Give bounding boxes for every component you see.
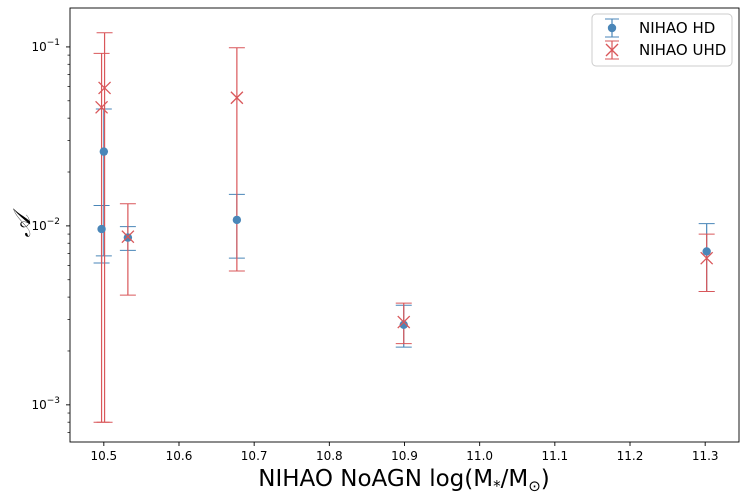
data-point-uhd xyxy=(98,81,112,95)
legend-box xyxy=(591,13,733,67)
data-point-uhd xyxy=(230,91,244,105)
data-point-hd xyxy=(399,320,408,330)
data-point-hd xyxy=(99,147,109,156)
x-tick-label: 11.2 xyxy=(617,449,644,463)
data-point-uhd xyxy=(95,100,109,114)
x-tick-label: 10.7 xyxy=(241,449,268,463)
error-bars xyxy=(93,32,715,423)
x-tick-label: 10.5 xyxy=(90,449,117,463)
x-tick-label: 11.0 xyxy=(466,449,493,463)
legend-uhd-symbol xyxy=(605,40,619,60)
y-axis-label: 𝒜 xyxy=(8,207,36,237)
data-point-hd xyxy=(702,247,711,256)
legend-hd-label: NIHAO HD xyxy=(639,19,715,37)
x-tick-label: 11.3 xyxy=(692,449,719,463)
y-tick-label: 10−3 xyxy=(31,396,60,412)
x-tick-label: 10.8 xyxy=(316,449,343,463)
x-tick-label: 10.6 xyxy=(166,449,193,463)
data-point-hd xyxy=(232,215,242,225)
y-tick-label: 10−1 xyxy=(31,38,60,54)
y-tick-label: 10−2 xyxy=(31,217,60,233)
x-axis: 10.5 10.6 10.7 10.8 10.9 11.0 11.1 11.2 11.3 xyxy=(90,442,719,463)
legend-uhd-label: NIHAO UHD xyxy=(639,41,726,59)
x-tick-label: 11.1 xyxy=(541,449,568,463)
y-axis: 10−3 10−2 10−1 xyxy=(31,38,70,433)
x-axis-label: NIHAO NoAGN log(M*/M⊙) xyxy=(258,466,550,495)
data-point-uhd xyxy=(700,251,714,265)
data-point-uhd xyxy=(121,230,135,244)
data-point-hd xyxy=(97,224,106,234)
x-tick-label: 10.9 xyxy=(391,449,418,463)
data-markers xyxy=(95,81,714,330)
plot-frame xyxy=(69,7,740,443)
legend-hd-symbol xyxy=(605,18,619,38)
data-point-uhd xyxy=(397,315,411,329)
legend: NIHAO HD NIHAO UHD xyxy=(591,13,733,67)
